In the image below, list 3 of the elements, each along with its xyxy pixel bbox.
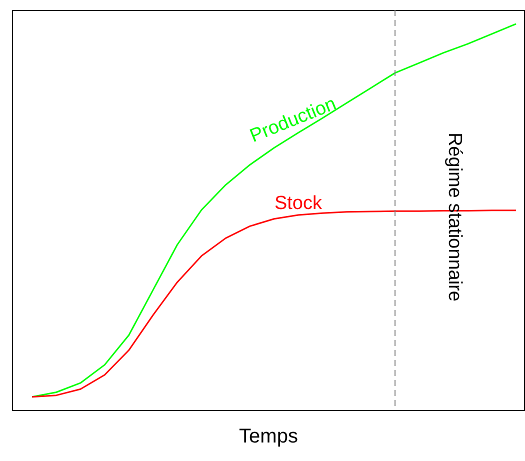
series-label: Stock [274, 193, 322, 214]
annotation: Régime stationnaire [444, 132, 466, 302]
x-axis-title: Temps [239, 426, 298, 448]
